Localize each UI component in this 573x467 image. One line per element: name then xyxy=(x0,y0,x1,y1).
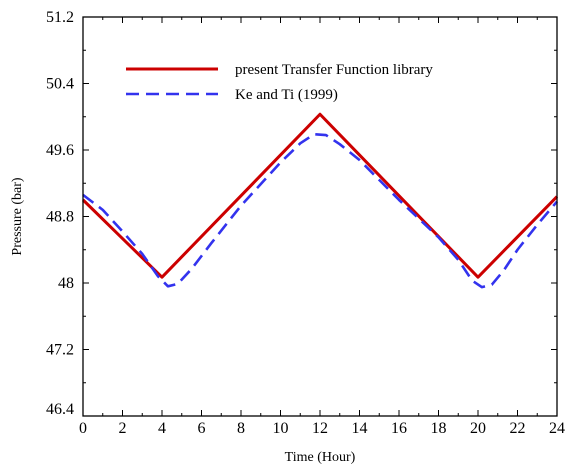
x-tick-label: 2 xyxy=(119,420,127,437)
y-axis-title: Pressure (bar) xyxy=(10,177,25,255)
x-tick-label: 24 xyxy=(549,420,565,437)
plot-frame xyxy=(82,16,558,417)
x-tick-label: 6 xyxy=(198,420,206,437)
series-lines xyxy=(81,112,559,289)
series-line-present-transfer-function xyxy=(81,112,559,279)
y-tick-label: 48.8 xyxy=(46,209,74,226)
x-tick-label: 4 xyxy=(158,420,166,437)
x-tick-label: 8 xyxy=(237,420,245,437)
y-tick-label: 48 xyxy=(58,275,74,292)
x-tick-label: 22 xyxy=(510,420,526,437)
x-tick-label: 10 xyxy=(273,420,289,437)
x-tick-label: 16 xyxy=(391,420,407,437)
tick-labels: 0 2 4 6 8 10 12 14 16 18 20 22 2446.447.24848.849.65… xyxy=(46,9,565,437)
x-tick-label: 12 xyxy=(312,420,328,437)
y-tick-label: 46.4 xyxy=(46,401,74,418)
legend-label-present-transfer-function: present Transfer Function library xyxy=(235,62,433,78)
x-tick-label: 20 xyxy=(470,420,486,437)
x-tick-label: 18 xyxy=(431,420,447,437)
y-tick-label: 50.4 xyxy=(46,76,74,93)
y-tick-label: 47.2 xyxy=(46,342,74,359)
legend: present Transfer Function library Ke and… xyxy=(126,62,433,103)
x-tick-label: 0 xyxy=(79,420,87,437)
y-tick-label: 51.2 xyxy=(46,9,74,26)
legend-label-ke-and-ti: Ke and Ti (1999) xyxy=(235,87,338,103)
y-tick-label: 49.6 xyxy=(46,142,74,159)
series-line-ke-and-ti xyxy=(82,132,558,289)
x-tick-label: 14 xyxy=(352,420,368,437)
x-axis-title: Time (Hour) xyxy=(285,450,356,465)
